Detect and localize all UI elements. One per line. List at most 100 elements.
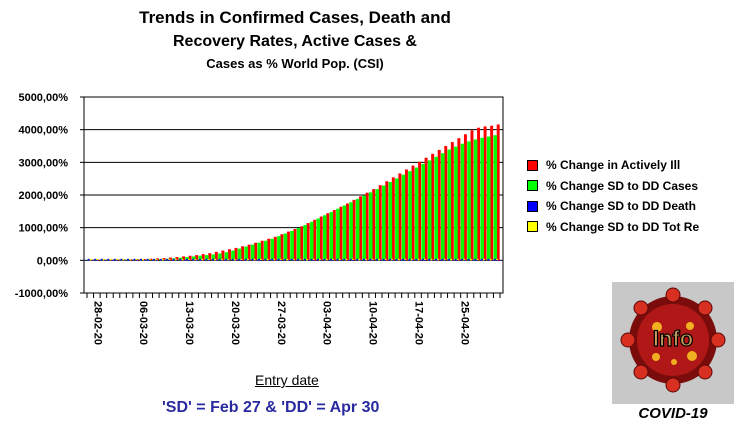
bar-3-11 [161, 258, 164, 261]
bar-2-18 [205, 258, 208, 261]
bar-0-46 [391, 177, 395, 261]
bar-2-50 [415, 258, 418, 261]
bar-3-29 [279, 258, 282, 261]
bar-3-56 [456, 258, 459, 261]
bar-0-48 [404, 169, 408, 261]
bar-0-42 [365, 192, 369, 261]
bar-1-57 [460, 143, 465, 261]
x-tick-label: 13-03-20 [183, 301, 195, 345]
bar-1-60 [480, 137, 484, 261]
covid-info-badge: Info [612, 282, 734, 404]
y-tick-label: -1000,00% [15, 288, 68, 300]
bar-0-16 [195, 255, 199, 261]
bar-3-3 [109, 258, 112, 261]
bar-0-14 [182, 256, 186, 261]
bar-2-32 [297, 258, 300, 261]
bar-0-12 [168, 257, 172, 261]
bar-0-30 [286, 231, 290, 261]
bar-2-15 [185, 258, 188, 261]
bar-3-41 [358, 258, 361, 261]
bar-1-42 [362, 195, 366, 261]
bar-0-61 [490, 125, 494, 261]
bar-1-52 [427, 160, 432, 261]
bar-0-43 [372, 189, 376, 261]
bar-1-56 [454, 146, 458, 261]
bar-3-52 [430, 258, 433, 261]
chart-subtitle: Recovery Rates, Active Cases & [173, 33, 417, 50]
bar-2-38 [336, 258, 339, 261]
bar-2-39 [343, 258, 346, 261]
bar-3-53 [437, 258, 440, 261]
bar-2-22 [231, 258, 234, 261]
bar-1-33 [303, 225, 307, 261]
bar-1-15 [185, 257, 189, 261]
footnote: 'SD' = Feb 27 & 'DD' = Apr 30 [162, 399, 380, 416]
bar-2-60 [480, 258, 483, 261]
bar-1-36 [323, 215, 327, 261]
bar-2-47 [395, 258, 398, 261]
bar-2-51 [421, 258, 424, 261]
bar-0-8 [142, 259, 146, 261]
bar-0-13 [175, 257, 179, 261]
bar-1-59 [473, 139, 478, 261]
bar-3-59 [476, 258, 479, 261]
bar-3-21 [227, 258, 230, 261]
bar-0-62 [496, 124, 500, 261]
bar-2-33 [303, 258, 306, 261]
bar-0-40 [352, 199, 356, 261]
y-tick-label: 2000,00% [18, 190, 68, 202]
bar-3-37 [332, 258, 335, 261]
bar-2-43 [369, 258, 372, 261]
bar-2-54 [441, 258, 444, 261]
bar-2-40 [349, 258, 352, 261]
bar-2-4 [113, 258, 116, 261]
legend-item: % Change SD to DD Cases [527, 176, 699, 197]
bar-1-26 [257, 242, 262, 261]
bar-2-20 [218, 258, 221, 261]
legend-label: % Change SD to DD Tot Re [546, 219, 700, 234]
x-tick-label: 17-04-20 [413, 301, 425, 345]
bar-2-62 [494, 258, 497, 261]
bar-0-41 [359, 196, 363, 261]
bar-1-53 [434, 156, 439, 261]
bar-2-23 [238, 258, 241, 261]
bar-2-3 [107, 258, 110, 261]
bar-1-32 [296, 227, 301, 261]
bar-2-27 [264, 258, 267, 261]
bar-2-24 [244, 258, 247, 261]
chart-subtitle-2: Cases as % World Pop. (CSI) [206, 56, 384, 71]
bar-1-20 [218, 253, 222, 261]
bar-0-37 [332, 210, 336, 261]
bar-3-26 [260, 258, 263, 261]
bar-3-16 [194, 258, 197, 261]
bar-3-33 [305, 258, 308, 261]
bar-1-22 [231, 250, 235, 261]
bar-2-25 [251, 258, 254, 261]
bar-3-1 [96, 258, 99, 261]
bar-0-1 [96, 259, 100, 261]
bar-2-19 [212, 258, 215, 261]
badge-info-text: Info [653, 326, 693, 351]
bar-1-61 [486, 136, 491, 261]
bar-0-36 [326, 213, 330, 261]
bar-1-45 [382, 185, 386, 261]
bar-1-18 [205, 255, 209, 261]
bar-1-29 [277, 236, 281, 261]
bar-1-49 [408, 171, 412, 261]
bar-1-27 [264, 240, 268, 261]
bar-2-37 [330, 258, 333, 261]
legend-swatch [527, 221, 538, 233]
bar-3-14 [181, 258, 184, 261]
y-tick-label: 4000,00% [18, 125, 68, 137]
bar-1-34 [309, 221, 314, 261]
bar-2-35 [317, 258, 320, 261]
bar-2-14 [179, 258, 182, 261]
x-tick-label: 25-04-20 [458, 301, 470, 345]
bar-2-16 [192, 258, 195, 261]
bar-2-53 [435, 258, 438, 261]
bar-2-55 [448, 258, 451, 261]
bar-2-10 [153, 258, 156, 261]
bar-0-49 [411, 165, 415, 261]
bar-1-58 [467, 141, 471, 261]
bar-0-6 [129, 259, 133, 261]
